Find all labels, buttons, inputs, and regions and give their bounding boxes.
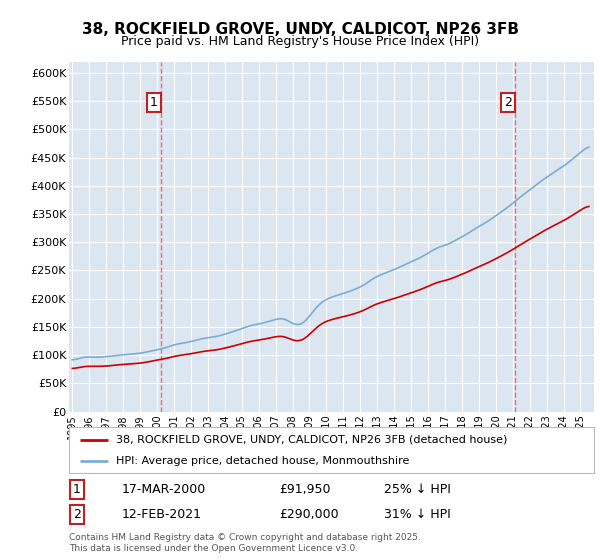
Text: 1: 1 [73, 483, 81, 496]
Text: 25% ↓ HPI: 25% ↓ HPI [384, 483, 451, 496]
Text: 38, ROCKFIELD GROVE, UNDY, CALDICOT, NP26 3FB: 38, ROCKFIELD GROVE, UNDY, CALDICOT, NP2… [82, 22, 518, 38]
Text: £290,000: £290,000 [279, 508, 338, 521]
Text: Contains HM Land Registry data © Crown copyright and database right 2025.
This d: Contains HM Land Registry data © Crown c… [69, 533, 421, 553]
Text: 17-MAR-2000: 17-MAR-2000 [121, 483, 206, 496]
Text: £91,950: £91,950 [279, 483, 331, 496]
Text: HPI: Average price, detached house, Monmouthshire: HPI: Average price, detached house, Monm… [116, 456, 410, 466]
Text: Price paid vs. HM Land Registry's House Price Index (HPI): Price paid vs. HM Land Registry's House … [121, 35, 479, 48]
Text: 38, ROCKFIELD GROVE, UNDY, CALDICOT, NP26 3FB (detached house): 38, ROCKFIELD GROVE, UNDY, CALDICOT, NP2… [116, 435, 508, 445]
Text: 2: 2 [73, 508, 81, 521]
Text: 2: 2 [504, 96, 512, 109]
Text: 12-FEB-2021: 12-FEB-2021 [121, 508, 202, 521]
Text: 1: 1 [150, 96, 158, 109]
Text: 31% ↓ HPI: 31% ↓ HPI [384, 508, 451, 521]
